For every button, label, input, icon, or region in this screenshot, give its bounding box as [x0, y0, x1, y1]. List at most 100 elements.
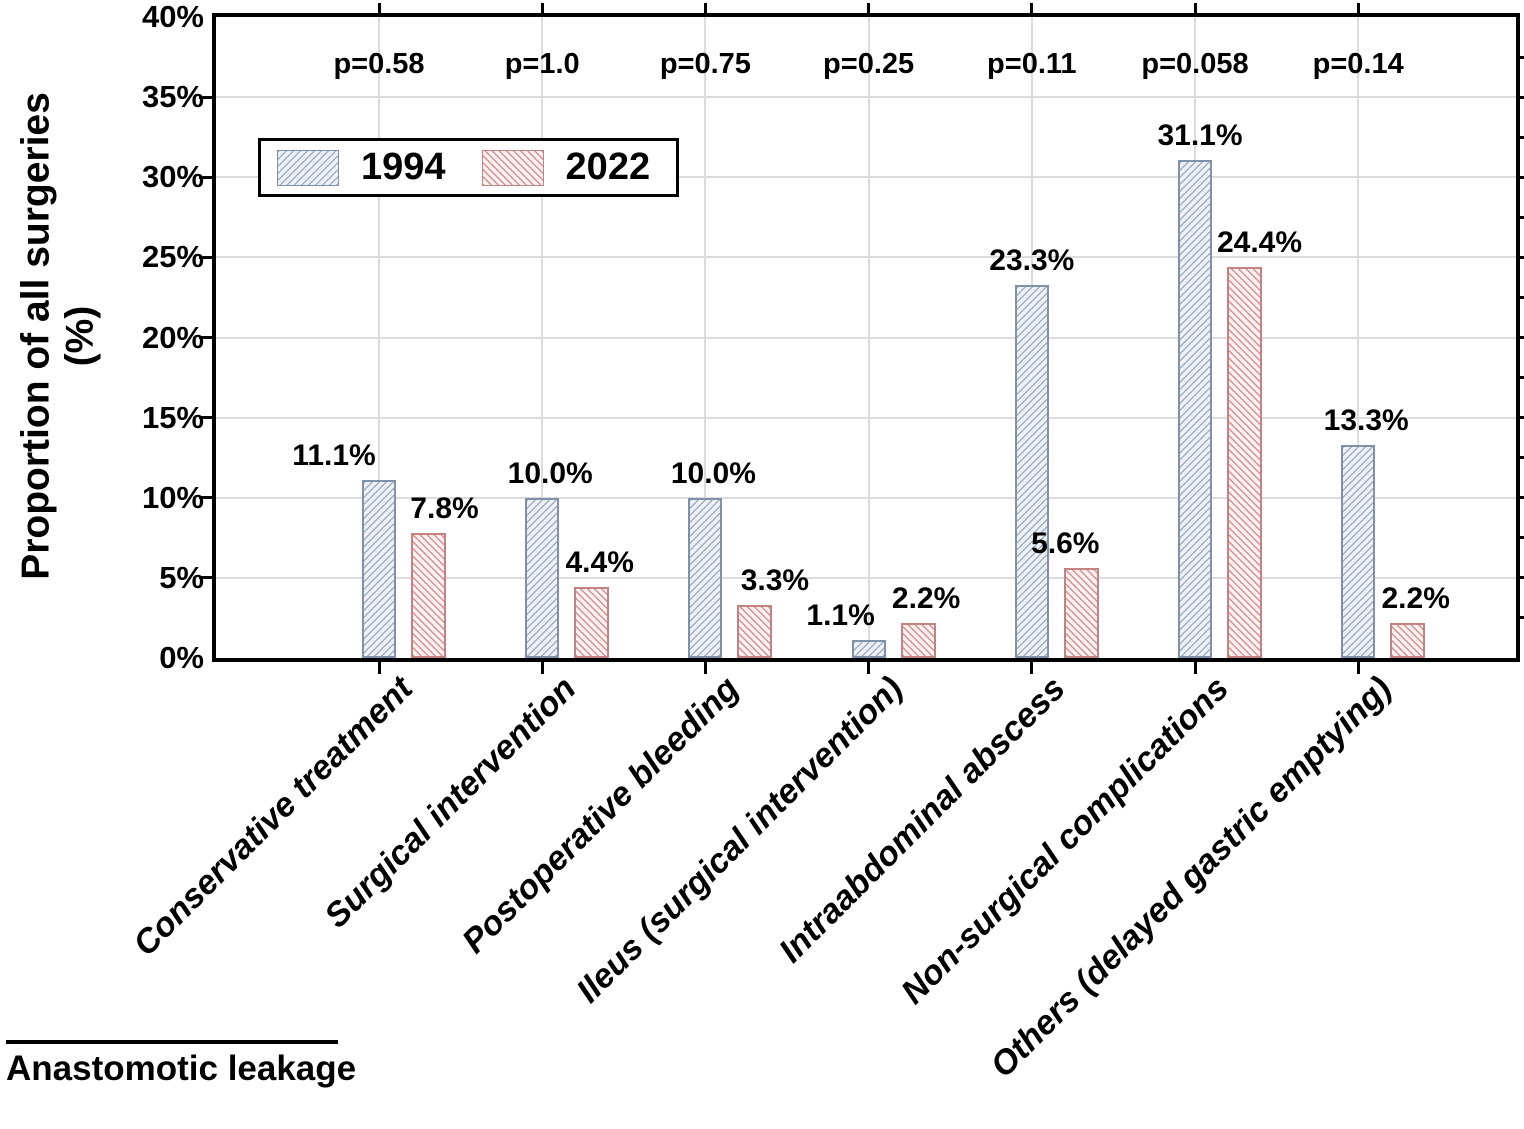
y-axis-minor-tick-right — [1520, 456, 1524, 460]
x-category-label-text: Postoperative bleeding — [455, 669, 747, 961]
y-axis-minor-tick-right — [1520, 135, 1524, 139]
bar-1994-2 — [525, 497, 560, 658]
y-axis-minor-tick-right — [1520, 336, 1524, 339]
gridline-vertical — [1357, 17, 1360, 658]
y-tick-label: 10% — [141, 479, 204, 515]
bar-1994-7 — [1341, 444, 1376, 658]
p-value-label: p=0.75 — [659, 48, 751, 80]
y-tick-label: 25% — [141, 239, 204, 275]
y-tick-label: 40% — [141, 0, 204, 34]
bar-2022-1 — [411, 533, 446, 658]
x-axis-tick-bottom — [1356, 662, 1360, 674]
gridline-horizontal — [216, 96, 1516, 99]
y-axis-minor-tick-right — [1520, 376, 1524, 380]
value-label-1994: 31.1% — [1157, 118, 1243, 152]
value-label-2022: 5.6% — [1031, 527, 1100, 561]
gridline-vertical — [704, 17, 707, 658]
value-label-2022: 7.8% — [410, 492, 479, 525]
value-label-2022: 24.4% — [1216, 225, 1303, 259]
legend: 1994 2022 — [258, 138, 680, 197]
gridline-horizontal — [216, 496, 1516, 499]
x-axis-tick-top — [1356, 3, 1360, 13]
value-label-2022: 3.3% — [740, 564, 810, 598]
gridline-vertical — [378, 17, 380, 658]
gridline-horizontal — [216, 336, 1516, 339]
x-axis-tick-bottom — [1030, 662, 1034, 674]
x-axis-tick-top — [377, 3, 381, 13]
value-label-2022: 2.2% — [891, 581, 961, 615]
anastomotic-leakage-overline — [6, 1040, 338, 1044]
y-axis-major-tick — [199, 416, 212, 420]
legend-swatch-1994 — [277, 149, 339, 186]
y-axis-minor-tick-right — [1520, 616, 1524, 620]
value-label-2022: 4.4% — [565, 546, 634, 580]
bar-2022-5 — [1063, 568, 1099, 658]
p-value-label: p=1.0 — [504, 48, 580, 80]
x-axis-tick-top — [867, 3, 871, 13]
bar-1994-4 — [851, 640, 886, 658]
x-category-label-text: Conservative treatment — [126, 669, 421, 964]
gridline-horizontal — [216, 176, 1516, 179]
y-axis-minor-tick-right — [1520, 295, 1524, 299]
gridline-horizontal — [216, 256, 1516, 259]
value-label-1994: 10.0% — [507, 456, 593, 490]
anastomotic-leakage-label: Anastomotic leakage — [6, 1049, 357, 1088]
bar-1994-3 — [688, 497, 723, 658]
value-label-1994: 1.1% — [806, 599, 875, 633]
gridline-vertical — [541, 17, 544, 658]
y-axis-minor-tick-right — [1520, 416, 1524, 420]
bar-1994-1 — [362, 480, 396, 658]
gridline-horizontal — [216, 576, 1516, 579]
y-tick-label: 15% — [141, 399, 204, 435]
legend-label-1994: 1994 — [361, 146, 446, 188]
value-label-2022: 2.2% — [1381, 581, 1450, 615]
bar-2022-3 — [737, 605, 773, 658]
value-label-1994: 10.0% — [670, 456, 756, 490]
y-axis-minor-tick-right — [1520, 536, 1524, 540]
y-axis-major-tick — [199, 576, 212, 580]
y-tick-label: 5% — [159, 559, 204, 595]
x-axis-tick-bottom — [703, 662, 707, 674]
bar-2022-2 — [574, 587, 610, 658]
y-tick-label: 35% — [141, 79, 204, 115]
x-axis-tick-top — [540, 3, 544, 13]
x-axis-tick-bottom — [377, 662, 381, 674]
value-label-1994: 13.3% — [1323, 403, 1409, 437]
x-category-label-text: Ileus (surgical intervention) — [568, 669, 910, 1011]
gridline-vertical — [867, 17, 870, 658]
y-axis-minor-tick-right — [1520, 175, 1524, 179]
x-axis-tick-top — [703, 3, 707, 13]
value-label-1994: 11.1% — [292, 439, 376, 473]
gridline-horizontal — [216, 416, 1516, 419]
y-axis-minor-tick-right — [1520, 255, 1524, 259]
y-tick-label: 20% — [141, 319, 204, 355]
p-value-label: p=0.58 — [333, 48, 425, 80]
x-axis-tick-bottom — [1193, 662, 1197, 674]
bar-2022-6 — [1227, 266, 1262, 658]
p-value-label: p=0.058 — [1141, 48, 1249, 80]
value-label-1994: 23.3% — [989, 243, 1075, 277]
y-axis-major-tick — [199, 255, 212, 259]
bar-1994-6 — [1178, 159, 1212, 658]
bar-1994-5 — [1014, 284, 1049, 658]
x-axis-tick-top — [1030, 3, 1034, 13]
bar-2022-4 — [900, 622, 936, 658]
plot-area: 11.1% 7.8% p=0.58 10.0% 4.4% p=1.0 10.0% 3.3% p=… — [199, 3, 1524, 674]
x-category-label-text: Non-surgical complications — [894, 669, 1237, 1012]
y-tick-label: 30% — [141, 159, 204, 195]
y-axis-minor-tick-right — [1520, 55, 1524, 59]
p-value-label: p=0.25 — [823, 48, 915, 80]
y-axis-major-tick — [199, 336, 212, 339]
x-axis-tick-bottom — [867, 662, 871, 674]
legend-label-2022: 2022 — [565, 146, 651, 188]
y-axis-minor-tick-right — [1520, 576, 1524, 580]
y-axis-minor-tick-right — [1520, 215, 1524, 219]
x-category-label-text: Intraabdominal abscess — [772, 669, 1073, 971]
p-value-label: p=0.11 — [987, 48, 1077, 80]
x-axis-tick-top — [1193, 3, 1197, 13]
y-axis-major-tick — [199, 95, 212, 99]
legend-swatch-2022 — [481, 149, 544, 186]
x-axis-tick-bottom — [540, 662, 544, 674]
y-axis-major-tick — [199, 496, 212, 500]
